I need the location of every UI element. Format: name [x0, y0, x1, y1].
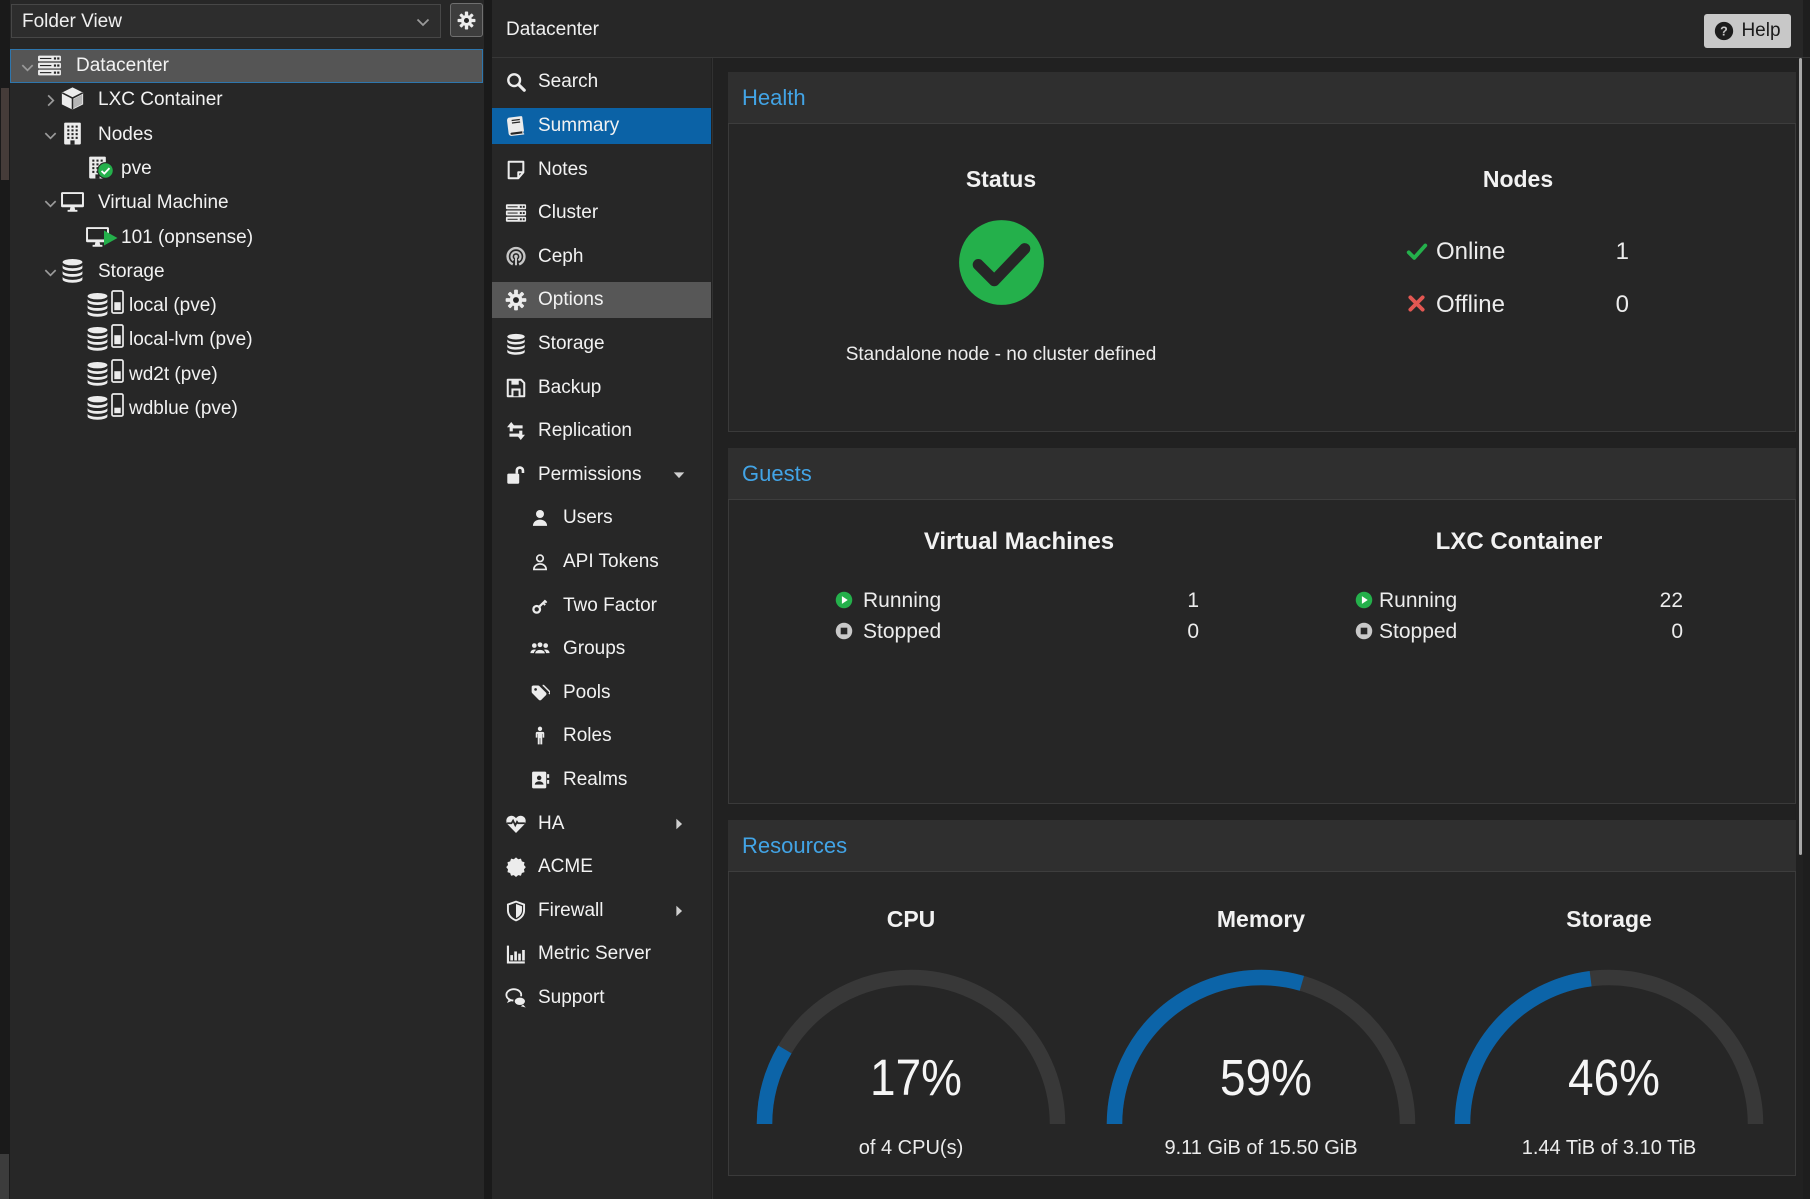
svg-text:?: ? — [1721, 24, 1729, 38]
